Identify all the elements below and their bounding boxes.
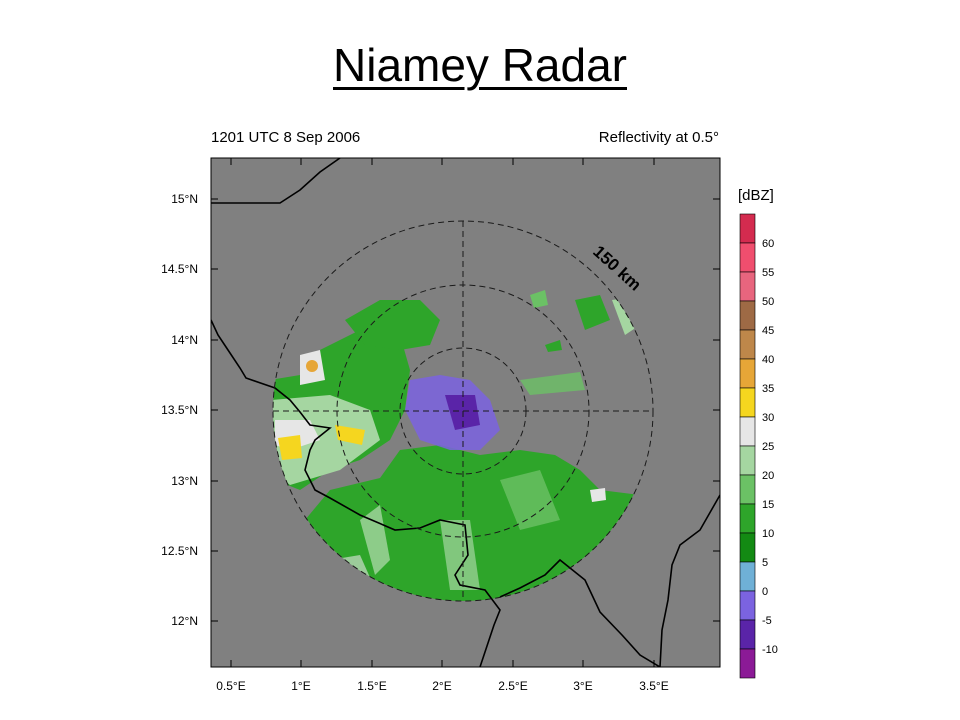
colorbar-swatch bbox=[739, 300, 756, 331]
slide-title-text: Niamey Radar bbox=[333, 39, 627, 91]
colorbar-swatches bbox=[739, 213, 756, 679]
border-west-south bbox=[211, 319, 501, 667]
x-axis-labels: 0.5°E 1°E 1.5°E 2°E 2.5°E 3°E 3.5°E bbox=[216, 679, 668, 693]
colorbar-level-label: 35 bbox=[762, 383, 774, 395]
map-left-title: 1201 UTC 8 Sep 2006 bbox=[211, 129, 360, 146]
colorbar-swatch bbox=[739, 648, 756, 679]
echo-ne-2 bbox=[575, 295, 610, 330]
y-tick-label: 15°N bbox=[171, 192, 198, 206]
echo-south-light-1 bbox=[360, 505, 390, 575]
x-tick-label: 2°E bbox=[432, 679, 451, 693]
colorbar-level-label: 30 bbox=[762, 412, 774, 424]
echo-west-yellow-2 bbox=[335, 425, 365, 445]
colorbar-unit: [dBZ] bbox=[738, 187, 774, 204]
colorbar-level-label: 60 bbox=[762, 238, 774, 250]
colorbar-level-label: -5 bbox=[762, 615, 772, 627]
x-tick-label: 1°E bbox=[291, 679, 310, 693]
echo-northwest-orange bbox=[306, 360, 318, 372]
echo-ne-4 bbox=[545, 340, 562, 352]
echo-ne-1 bbox=[530, 290, 548, 308]
colorbar-level-label: 40 bbox=[762, 354, 774, 366]
colorbar-swatch bbox=[739, 271, 756, 302]
colorbar-level-label: 50 bbox=[762, 296, 774, 308]
echo-south-mid bbox=[500, 470, 560, 530]
map-plot-area bbox=[210, 157, 721, 668]
axis-ticks bbox=[211, 158, 720, 667]
colorbar-swatch bbox=[739, 590, 756, 621]
echo-south-light-2 bbox=[440, 520, 480, 590]
colorbar-level-label: -10 bbox=[762, 644, 778, 656]
colorbar-level-label: 0 bbox=[762, 586, 768, 598]
x-tick-label: 0.5°E bbox=[216, 679, 245, 693]
colorbar-swatch bbox=[739, 358, 756, 389]
border-north bbox=[211, 158, 341, 204]
colorbar-level-label: 5 bbox=[762, 557, 768, 569]
colorbar-level-label: 45 bbox=[762, 325, 774, 337]
y-tick-label: 12°N bbox=[171, 614, 198, 628]
y-tick-label: 13.5°N bbox=[161, 403, 198, 417]
x-tick-label: 3.5°E bbox=[639, 679, 668, 693]
map-right-title: Reflectivity at 0.5° bbox=[599, 129, 719, 146]
range-rings bbox=[272, 220, 654, 602]
echo-northwest bbox=[345, 300, 440, 350]
colorbar-swatch bbox=[739, 619, 756, 650]
colorbar-level-label: 15 bbox=[762, 499, 774, 511]
border-east bbox=[659, 494, 720, 667]
colorbar-swatch bbox=[739, 387, 756, 418]
y-tick-label: 14°N bbox=[171, 333, 198, 347]
colorbar-swatch bbox=[739, 416, 756, 447]
x-tick-label: 3°E bbox=[573, 679, 592, 693]
colorbar-swatch bbox=[739, 532, 756, 563]
colorbar-swatch bbox=[739, 242, 756, 273]
y-tick-label: 12.5°N bbox=[161, 544, 198, 558]
y-tick-label: 14.5°N bbox=[161, 262, 198, 276]
colorbar-swatch bbox=[739, 445, 756, 476]
border-southeast bbox=[499, 558, 661, 667]
country-borders bbox=[211, 158, 720, 667]
x-tick-label: 2.5°E bbox=[498, 679, 527, 693]
x-tick-label: 1.5°E bbox=[357, 679, 386, 693]
echo-east-white bbox=[590, 488, 606, 502]
slide-title: Niamey Radar bbox=[0, 38, 960, 92]
colorbar-level-label: 25 bbox=[762, 441, 774, 453]
echo-east bbox=[520, 372, 585, 395]
colorbar-swatch bbox=[739, 213, 756, 244]
colorbar-swatch bbox=[739, 503, 756, 534]
colorbar-level-label: 20 bbox=[762, 470, 774, 482]
colorbar-swatch bbox=[739, 329, 756, 360]
echo-west-light bbox=[273, 395, 380, 485]
colorbar-swatch bbox=[739, 474, 756, 505]
y-tick-label: 13°N bbox=[171, 474, 198, 488]
colorbar-level-label: 10 bbox=[762, 528, 774, 540]
echo-west-yellow-1 bbox=[278, 435, 302, 460]
y-axis-labels: 15°N 14.5°N 14°N 13.5°N 13°N 12.5°N 12°N bbox=[161, 192, 198, 628]
colorbar-swatch bbox=[739, 561, 756, 592]
map-frame bbox=[210, 157, 721, 668]
colorbar-level-label: 55 bbox=[762, 267, 774, 279]
